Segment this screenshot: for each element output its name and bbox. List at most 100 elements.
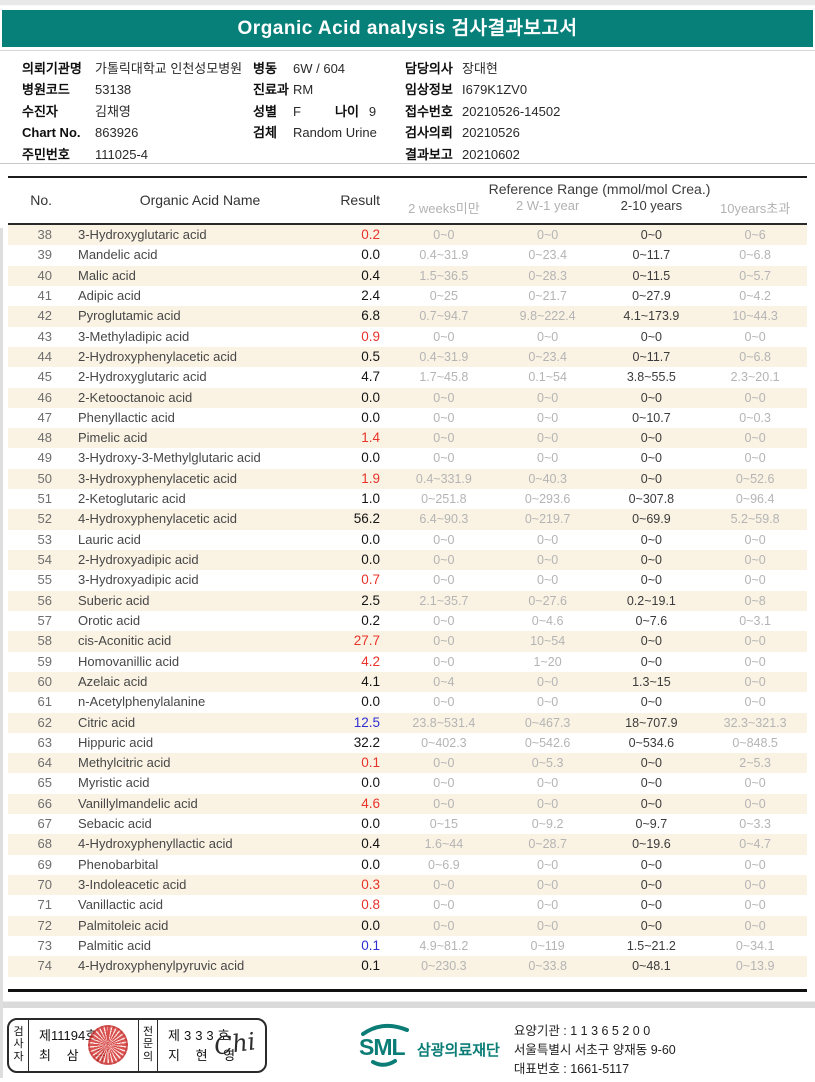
info-field-label: 결과보고 — [405, 146, 453, 162]
result-value: 12.5 — [353, 714, 380, 730]
reference-range-value: 0~11.7 — [632, 248, 671, 263]
row-number: 68 — [37, 836, 52, 852]
reference-range-value: 0~0 — [433, 390, 455, 405]
result-value: 0.0 — [361, 816, 380, 832]
reference-range-value: 3.8~55.5 — [626, 370, 676, 385]
reference-range-value: 0~0 — [640, 857, 662, 872]
organic-acid-name: Sebacic acid — [78, 816, 152, 832]
reference-range-value: 0~0 — [537, 695, 559, 710]
reference-range-value: 1.5~21.2 — [626, 938, 676, 953]
reference-range-value: 0~6.8 — [739, 248, 771, 263]
reference-range-value: 0~0 — [640, 573, 662, 588]
reference-range-value: 0~6 — [744, 228, 766, 242]
table-row: 40 Malic acid 0.4 1.5~36.5 0~28.3 0~11.5 0~5.7 — [8, 265, 807, 286]
reference-range-value: 0~0 — [537, 918, 559, 933]
row-number: 71 — [37, 897, 52, 913]
reference-range-title: Reference Range (mmol/mol Crea.) — [488, 181, 711, 197]
reference-range-value: 0.7~94.7 — [419, 309, 469, 324]
reference-range-value: 0~7.6 — [635, 613, 668, 628]
reference-range-value: 0~3.1 — [739, 613, 771, 628]
organic-acid-name: 3-Methyladipic acid — [78, 328, 190, 344]
reference-range-value: 0~27.6 — [528, 593, 567, 608]
patient-info-right-column: 담당의사 장대현 임상정보 I679K1ZV0 접수번호 20210526-14502 검사… — [405, 58, 560, 165]
reference-range-value: 0~0 — [744, 898, 766, 913]
table-row: 66 Vanillylmandelic acid 4.6 0~0 0~0 0~0 0~0 — [8, 793, 807, 815]
reference-range-value: 0~0 — [433, 431, 455, 446]
reference-range-value: 0~6.9 — [428, 857, 460, 872]
reference-range-value: 0~0 — [537, 573, 559, 588]
reference-range-value: 0~119 — [530, 938, 565, 953]
info-field-value: 가톨릭대학교 인천성모병원 — [95, 61, 243, 76]
row-number: 38 — [37, 227, 52, 242]
organic-acid-name: 2-Hydroxyphenylacetic acid — [78, 348, 237, 364]
info-field-value: RM — [293, 82, 314, 98]
reference-range-value: 0~0 — [433, 532, 455, 547]
signature-mark: Chi — [211, 1026, 257, 1061]
organic-acid-name: cis-Aconitic acid — [78, 633, 172, 649]
reference-range-value: 0~0 — [744, 451, 766, 466]
reference-range-value: 0~4.6 — [531, 613, 564, 628]
table-row: 42 Pyroglutamic acid 6.8 0.7~94.7 9.8~222.4 4… — [8, 306, 807, 327]
reference-range-value: 1.6~44 — [424, 837, 464, 852]
reference-range-value: 0~0 — [433, 918, 455, 933]
organic-acid-name: Hippuric acid — [78, 734, 154, 750]
info-field-label: 임상정보 — [405, 82, 453, 98]
reference-range-value: 0~0 — [744, 329, 766, 344]
examiner-stamp-box: 검사자 제11194호 최 삼 규 전문의 제333호 지 현 영 Chi — [7, 1017, 267, 1073]
reference-range-value: 0~0 — [640, 329, 662, 344]
reference-range-value: 0~0 — [640, 756, 662, 771]
patient-info-left-column: 의뢰기관명 가톨릭대학교 인천성모병원 병원코드 53138 수진자 김채영 Chart N… — [22, 58, 242, 165]
result-value: 0.1 — [361, 958, 380, 974]
lab-org-name: 삼광의료재단 — [417, 1041, 500, 1059]
result-value: 0.0 — [361, 694, 380, 710]
info-field-label: 담당의사 — [405, 61, 453, 76]
table-row: 58 cis-Aconitic acid 27.7 0~0 10~54 0~0 0~0 — [8, 631, 807, 652]
result-value: 32.2 — [353, 734, 380, 750]
reference-range-value: 0~0 — [744, 634, 766, 649]
reference-range-value: 0~5.7 — [739, 268, 771, 283]
row-number: 41 — [37, 287, 52, 303]
row-number: 72 — [37, 917, 52, 933]
result-value: 0.4 — [361, 267, 380, 283]
specialist-cert-number: 제333호 — [168, 1027, 234, 1043]
info-field-value: F — [293, 103, 301, 119]
reference-range-value: 0~0 — [433, 329, 455, 344]
reference-range-value: 0~28.7 — [528, 837, 567, 852]
organic-acid-name: 2-Hydroxyglutaric acid — [78, 369, 207, 385]
result-value: 0.0 — [361, 409, 380, 425]
info-field: 접수번호 20210526-14502 — [405, 101, 560, 122]
reference-range-value: 0~0 — [640, 776, 662, 791]
result-value: 0.0 — [361, 450, 380, 466]
table-row: 54 2-Hydroxyadipic acid 0.0 0~0 0~0 0~0 0~0 — [8, 550, 807, 571]
lab-org-line: 요양기관 : 1 1 3 6 5 2 0 0 — [513, 1023, 651, 1038]
info-field: 검체 Random Urine — [253, 122, 377, 143]
organic-acid-name: Phenyllactic acid — [78, 409, 175, 425]
organic-acid-name: 3-Indoleacetic acid — [78, 877, 187, 892]
table-row: 39 Mandelic acid 0.0 0.4~31.9 0~23.4 0~11.7 0~… — [8, 245, 807, 265]
info-field-value: 863926 — [95, 125, 139, 141]
reference-range-value: 0~48.1 — [632, 959, 671, 974]
reference-range-value: 0~0 — [433, 878, 455, 892]
table-row: 74 4-Hydroxyphenylpyruvic acid 0.1 0~230.3 0… — [8, 956, 807, 977]
result-value: 0.0 — [361, 775, 380, 791]
reference-range-value: 0.4~31.9 — [419, 248, 469, 263]
reference-range-value: 0~69.9 — [632, 512, 671, 527]
row-number: 40 — [37, 267, 52, 283]
info-field: 담당의사 장대현 — [405, 58, 560, 79]
sml-logo-icon: SML — [355, 1022, 417, 1068]
result-value: 0.8 — [361, 897, 380, 913]
reference-range-value: 0.4~31.9 — [419, 349, 469, 364]
info-field-label: 검사의뢰 — [405, 125, 453, 141]
info-field-value: 53138 — [95, 82, 132, 98]
row-number: 45 — [37, 369, 52, 385]
result-value: 4.2 — [361, 653, 380, 669]
examiner-role-label: 검사자 — [9, 1019, 29, 1071]
reference-range-value: 0~0 — [640, 898, 662, 913]
organic-acid-name: Citric acid — [78, 714, 136, 730]
patient-info-middle-column: 병동 6W / 604 진료과 RM 성별 F 나이 9 검체 Random Urine — [253, 58, 377, 144]
row-number: 44 — [37, 348, 52, 364]
reference-range-value: 1.5~36.5 — [419, 268, 469, 283]
reference-range-value: 0~0 — [640, 451, 662, 466]
result-value: 0.9 — [361, 328, 380, 344]
